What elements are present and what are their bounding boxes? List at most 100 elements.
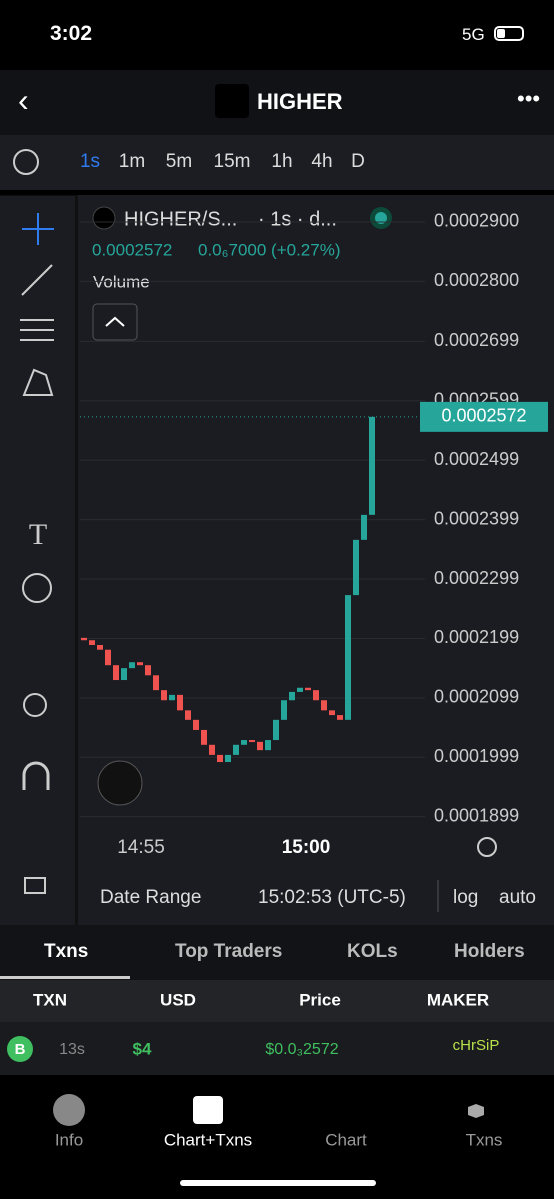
header xyxy=(0,70,554,135)
candle-body xyxy=(345,595,351,720)
candle-body xyxy=(81,637,87,641)
chart-panel xyxy=(0,195,554,925)
toolbar xyxy=(0,135,554,190)
magnet-tool[interactable] xyxy=(22,761,50,790)
candle-body xyxy=(289,691,295,701)
candle-body xyxy=(105,649,111,666)
column-header[interactable]: TXN xyxy=(33,990,67,1009)
y-tick-label: 0.0002099 xyxy=(434,687,519,707)
back-button[interactable]: ‹ xyxy=(18,82,29,118)
candle-body xyxy=(113,665,119,681)
candle-body xyxy=(153,675,159,691)
candle-body xyxy=(145,665,151,676)
y-tick-label: 0.0002199 xyxy=(434,627,519,647)
y-tick-label: 0.0002900 xyxy=(434,211,519,231)
pair-name: HIGHER/S... xyxy=(124,208,237,230)
info-icon[interactable] xyxy=(53,1094,85,1126)
tab[interactable]: KOLs xyxy=(347,941,398,962)
y-tick-label: 0.0002800 xyxy=(434,270,519,290)
nav-item[interactable]: Chart+Txns xyxy=(164,1130,252,1149)
y-tick-label: 0.0001899 xyxy=(434,805,519,825)
chart-nav-icon[interactable] xyxy=(468,1104,484,1118)
fib-tool[interactable] xyxy=(20,319,54,341)
zoom-tool[interactable] xyxy=(23,693,47,717)
y-tick-label: 0.0002699 xyxy=(434,330,519,350)
timeframe[interactable]: 5m xyxy=(166,151,192,172)
tab[interactable]: Top Traders xyxy=(175,941,282,962)
timeframe[interactable]: 15m xyxy=(214,151,251,172)
tv-logo xyxy=(97,760,143,806)
legend-price: 0.0002572 xyxy=(92,240,172,259)
line-tool[interactable] xyxy=(21,264,53,296)
nav-item[interactable]: Chart xyxy=(325,1130,367,1149)
table-header xyxy=(0,980,554,1022)
candle-body xyxy=(233,744,239,755)
toolbar-divider xyxy=(75,195,78,925)
settings-icon[interactable] xyxy=(477,837,497,857)
collapse-button[interactable] xyxy=(92,303,138,341)
candle-body xyxy=(201,729,207,745)
home-indicator xyxy=(180,1180,376,1186)
more-button[interactable]: ••• xyxy=(517,86,541,111)
nav-item[interactable]: Txns xyxy=(466,1130,503,1149)
tab-underline xyxy=(0,976,130,979)
candle-body xyxy=(321,700,327,711)
column-header[interactable]: Price xyxy=(299,990,341,1009)
tab[interactable]: Txns xyxy=(44,941,88,962)
tab[interactable]: Holders xyxy=(454,941,525,962)
table-row[interactable] xyxy=(0,1022,554,1075)
legend-volume: Volume xyxy=(93,272,150,291)
lock-tool[interactable] xyxy=(24,877,46,894)
auto-toggle[interactable]: auto xyxy=(499,887,536,908)
collapse-icon xyxy=(105,316,125,327)
column-header[interactable]: MAKER xyxy=(427,990,489,1009)
legend-change: 0.0₆7000 (+0.27%) xyxy=(198,240,340,259)
candle-body xyxy=(297,687,303,692)
timeframe[interactable]: 1s xyxy=(80,151,100,172)
chart-txns-icon[interactable] xyxy=(193,1096,223,1124)
text-tool[interactable]: T xyxy=(29,518,47,551)
candle-body xyxy=(217,754,223,763)
network: 5G xyxy=(462,25,485,44)
candle-body xyxy=(169,694,175,701)
time: 3:02 xyxy=(50,22,93,45)
candle-body xyxy=(369,416,375,515)
column-header[interactable]: USD xyxy=(160,990,196,1009)
candle-body xyxy=(121,668,127,681)
candle-body xyxy=(161,690,167,701)
token-logo xyxy=(215,84,249,118)
last-price-label: 0.0002572 xyxy=(441,406,526,426)
candle-body xyxy=(193,719,199,730)
timeframe[interactable]: 1m xyxy=(119,151,145,172)
emoji-tool[interactable] xyxy=(22,573,52,603)
candle-body xyxy=(225,754,231,763)
crosshair-tool[interactable] xyxy=(22,213,54,245)
candle-body xyxy=(89,640,95,645)
status-dot xyxy=(375,212,387,224)
x-tick-label: 15:00 xyxy=(282,837,331,858)
candle-body xyxy=(97,644,103,650)
date-range[interactable]: Date Range xyxy=(100,887,201,908)
timeframe[interactable]: 4h xyxy=(311,151,332,172)
timeframe[interactable]: D xyxy=(351,151,365,172)
candle-body xyxy=(257,741,263,751)
candle-body xyxy=(281,700,287,720)
clock: 15:02:53 (UTC-5) xyxy=(258,887,406,908)
timeframe[interactable]: 1h xyxy=(271,151,292,172)
candle-body xyxy=(329,710,335,716)
battery xyxy=(494,26,524,41)
y-tick-label: 0.0002399 xyxy=(434,508,519,528)
add-icon[interactable] xyxy=(13,149,39,175)
candle-body xyxy=(265,740,271,751)
candle-body xyxy=(305,687,311,691)
maker[interactable]: cHrSiP xyxy=(453,1037,500,1054)
pair-icon xyxy=(92,206,116,230)
nav-item[interactable]: Info xyxy=(55,1130,83,1149)
header-title: HIGHER xyxy=(257,89,343,114)
log-toggle[interactable]: log xyxy=(453,887,478,908)
pattern-tool[interactable] xyxy=(22,368,54,396)
y-tick-label: 0.0002299 xyxy=(434,568,519,588)
candle-body xyxy=(129,662,135,669)
